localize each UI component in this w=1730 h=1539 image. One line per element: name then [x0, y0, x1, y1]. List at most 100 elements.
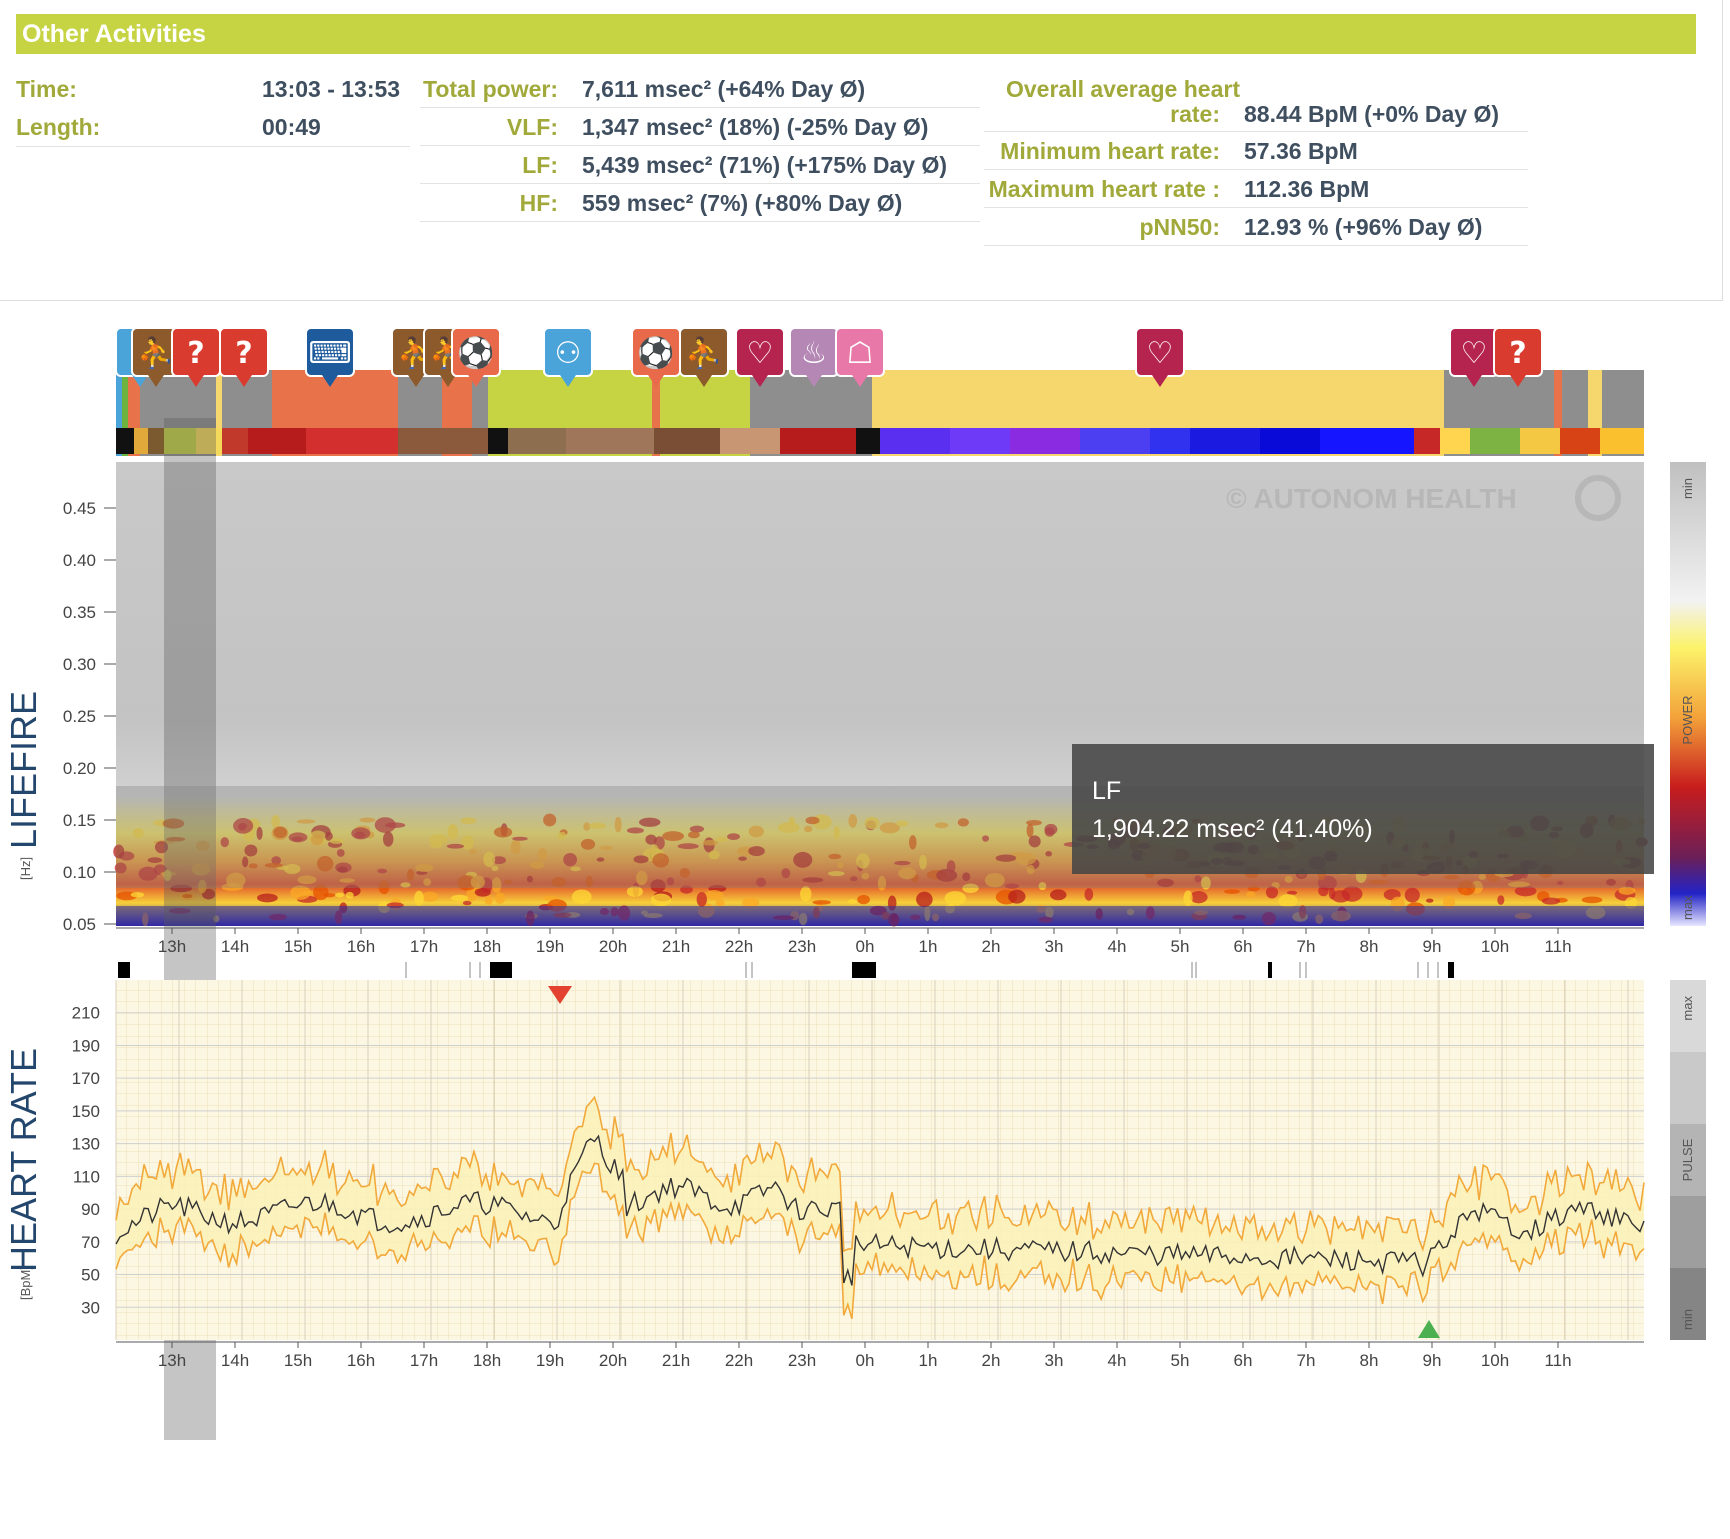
activity-block[interactable] [116, 370, 122, 456]
heat-spot [406, 868, 415, 881]
question-icon[interactable]: ? [1493, 327, 1543, 387]
running-icon[interactable]: ⛹ [131, 327, 181, 387]
hour-tick-label: 11h [1544, 1351, 1571, 1370]
lifefire-y-tick: 0.10 [63, 863, 96, 882]
heat-spot [908, 835, 917, 850]
heat-spot [696, 891, 707, 907]
heat-spot [491, 865, 499, 872]
question-icon[interactable]: ? [171, 327, 221, 387]
hour-tick-label: 21h [662, 1351, 690, 1370]
max-hr-value: 112.36 BpM [1244, 176, 1370, 202]
heat-spot [484, 896, 493, 905]
event-marker[interactable] [1268, 962, 1272, 978]
lifefire-title: LIFEFIRE [3, 691, 44, 849]
heat-spot [877, 875, 887, 891]
activity-block[interactable] [216, 370, 222, 456]
heat-spot [633, 855, 649, 864]
svg-text:⌨: ⌨ [308, 336, 351, 371]
min-hr-value: 57.36 BpM [1244, 138, 1358, 164]
heat-spot [652, 853, 670, 868]
heat-spot [756, 877, 767, 887]
heat-spot [677, 843, 699, 850]
running-icon[interactable]: ⛹ [679, 327, 729, 387]
event-marker[interactable] [852, 962, 876, 978]
heart-icon[interactable]: ♡ [1135, 327, 1185, 387]
max-hr-marker-icon[interactable] [548, 986, 572, 1004]
heat-spot [271, 856, 281, 865]
hr-y-tick: 110 [73, 1167, 100, 1186]
heat-spot [460, 817, 477, 825]
bed-icon[interactable]: ☖ [835, 327, 885, 387]
event-marker[interactable] [1448, 962, 1454, 978]
svg-text:♡: ♡ [1461, 336, 1488, 371]
heat-spot [1514, 885, 1537, 897]
total-power-label: Total power: [422, 76, 558, 102]
heat-spot [113, 844, 125, 859]
heat-spot [542, 895, 559, 901]
power-legend [1670, 462, 1706, 926]
heat-spot [336, 848, 345, 857]
bath-icon[interactable]: ♨ [789, 327, 839, 387]
heat-spot [919, 854, 927, 870]
chart-svg: i⛹??⌨⛹⛹⚽⚇⚽⛹♡♨☖♡♡? © AUTONOM HEALTH min P… [3, 327, 1706, 1440]
heat-spot [793, 851, 813, 868]
heat-spot [1265, 886, 1279, 899]
question-icon[interactable]: ? [219, 327, 269, 387]
min-hr-marker-icon[interactable] [1418, 1320, 1440, 1338]
heart-icon[interactable]: ♡ [735, 327, 785, 387]
heat-spot [638, 817, 661, 827]
hour-tick-label: 23h [788, 1351, 816, 1370]
divider [420, 107, 980, 108]
activity-icons: i⛹??⌨⛹⛹⚽⚇⚽⛹♡♨☖♡♡? [115, 327, 1543, 387]
heat-spot [946, 860, 956, 873]
keyboard-icon[interactable]: ⌨ [305, 327, 355, 387]
svg-text:♡: ♡ [1147, 336, 1174, 371]
heat-spot [400, 882, 411, 888]
activity-block[interactable] [652, 370, 660, 456]
meeting-icon[interactable]: ⚇ [543, 327, 593, 387]
heat-spot [1457, 880, 1476, 896]
stress-segment [398, 428, 488, 454]
heat-spot [221, 883, 244, 891]
activity-block[interactable] [122, 370, 128, 456]
heat-spot [679, 868, 690, 878]
heat-spot [833, 825, 840, 840]
ball-icon[interactable]: ⚽ [631, 327, 681, 387]
heat-spot [748, 825, 764, 838]
event-marker[interactable] [490, 962, 512, 978]
heat-spot [742, 897, 760, 908]
stress-segment [950, 428, 1010, 454]
heat-spot [468, 849, 478, 854]
stress-segment [148, 428, 164, 454]
stress-segment [134, 428, 148, 454]
heat-spot [828, 853, 842, 860]
heat-spot [462, 900, 472, 906]
heat-spot [283, 863, 301, 874]
ball-icon[interactable]: ⚽ [451, 327, 501, 387]
svg-text:?: ? [1509, 336, 1526, 371]
heat-spot [378, 880, 390, 895]
heat-spot [132, 827, 144, 839]
heat-spot [704, 890, 724, 901]
heart-icon[interactable]: ♡ [1449, 327, 1499, 387]
heat-spot [645, 834, 657, 845]
stress-segment [248, 428, 306, 454]
heat-spot [856, 853, 870, 869]
svg-text:♡: ♡ [747, 336, 774, 371]
heat-spot [1368, 879, 1389, 885]
heat-spot [377, 868, 388, 874]
activity-block[interactable] [1554, 370, 1562, 456]
heat-spot [154, 841, 169, 854]
heat-spot [310, 834, 324, 846]
pnn50-value: 12.93 % (+96% Day Ø) [1244, 214, 1483, 240]
hour-tick-label: 21h [662, 937, 690, 956]
stress-segment [1560, 428, 1600, 454]
svg-text:♨: ♨ [801, 336, 828, 371]
hr-y-tick: 70 [81, 1233, 100, 1252]
heat-spot [220, 837, 229, 848]
heat-spot [162, 818, 185, 829]
svg-text:⛹: ⛹ [137, 334, 174, 371]
stress-segment [116, 428, 134, 454]
tooltip-band-name: LF [1092, 777, 1122, 805]
event-marker[interactable] [118, 962, 130, 978]
